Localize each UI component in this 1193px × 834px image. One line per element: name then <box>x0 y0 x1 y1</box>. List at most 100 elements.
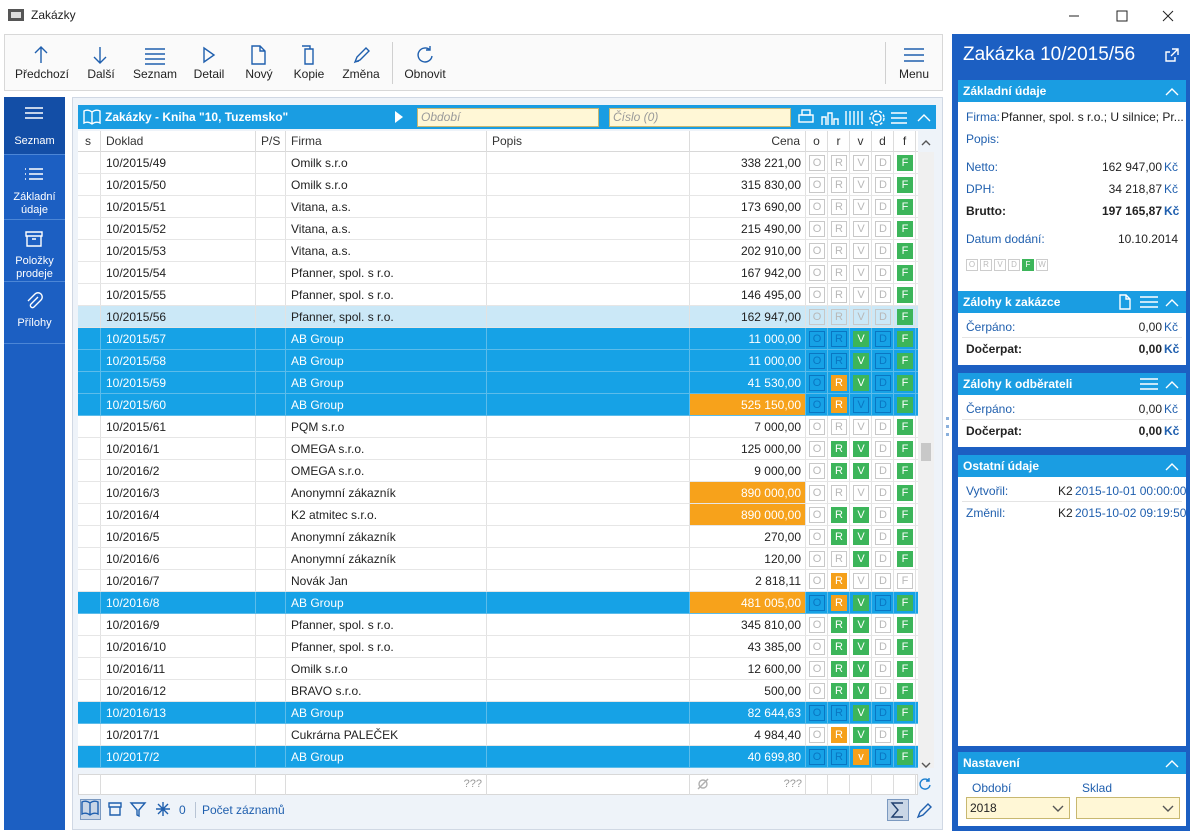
grid-row[interactable] <box>78 438 918 460</box>
grid-row[interactable] <box>78 636 918 658</box>
grid-cell-border <box>828 284 850 305</box>
status-flag: D <box>875 155 891 171</box>
sum-button[interactable] <box>887 799 909 821</box>
grid-cell-border <box>828 328 850 349</box>
scroll-down[interactable] <box>921 758 931 772</box>
grid-tool-icon[interactable] <box>845 109 863 130</box>
number-input[interactable]: Číslo (0) <box>609 108 791 127</box>
grid-row[interactable] <box>78 416 918 438</box>
grid-row[interactable] <box>78 570 918 592</box>
column-header[interactable]: r <box>828 131 850 152</box>
filter-cell[interactable] <box>101 774 256 795</box>
play-icon[interactable] <box>394 110 406 129</box>
grid-row[interactable] <box>78 328 918 350</box>
column-header[interactable]: Doklad <box>101 131 256 152</box>
grid-cell-border <box>872 328 894 349</box>
status-snow[interactable] <box>156 802 170 819</box>
filter-cell[interactable] <box>286 774 487 795</box>
grid-row[interactable] <box>78 680 918 702</box>
filter-cell[interactable] <box>828 774 850 795</box>
grid-tool-icon[interactable] <box>890 109 908 130</box>
filter-cell[interactable] <box>487 774 690 795</box>
grid-row[interactable] <box>78 372 918 394</box>
scroll-thumb[interactable] <box>921 443 931 461</box>
column-header[interactable]: Firma <box>286 131 487 152</box>
column-header[interactable]: s <box>80 131 101 152</box>
refresh-icon[interactable] <box>918 777 932 794</box>
grid-row[interactable] <box>78 658 918 680</box>
section-tool[interactable] <box>1117 294 1135 313</box>
grid-tool-icon[interactable] <box>868 109 886 130</box>
scroll-up[interactable] <box>921 136 931 150</box>
filter-cell[interactable] <box>850 774 872 795</box>
filter-cell[interactable] <box>872 774 894 795</box>
minimize-button[interactable] <box>1060 4 1088 28</box>
grid-row[interactable] <box>78 196 918 218</box>
grid-row[interactable] <box>78 460 918 482</box>
grid-row[interactable] <box>78 152 918 174</box>
nav-item[interactable]: Základní údaje <box>4 158 65 220</box>
column-header[interactable]: Popis <box>487 131 690 152</box>
toolbar-button[interactable]: Obnovit <box>395 38 455 88</box>
grid-row[interactable] <box>78 284 918 306</box>
toolbar-button[interactable]: Nový <box>229 38 289 88</box>
collapse-icon[interactable] <box>1165 758 1179 772</box>
collapse-icon[interactable] <box>1165 461 1179 475</box>
nav-item[interactable]: Seznam <box>4 97 65 155</box>
grid-row[interactable] <box>78 548 918 570</box>
filter-cell[interactable] <box>806 774 828 795</box>
nav-item[interactable]: Položky prodeje <box>4 222 65 282</box>
popout-icon[interactable] <box>1165 48 1179 65</box>
close-button[interactable] <box>1154 4 1182 28</box>
toolbar-button[interactable]: Detail <box>179 38 239 88</box>
column-header[interactable]: v <box>850 131 872 152</box>
column-header[interactable]: d <box>872 131 894 152</box>
store-select[interactable] <box>1076 797 1180 819</box>
nav-item[interactable]: Přílohy <box>4 284 65 344</box>
filter-cell[interactable] <box>256 774 286 795</box>
toolbar-button[interactable]: Kopie <box>279 38 339 88</box>
status-text[interactable]: Počet záznamů <box>202 803 285 817</box>
grid-row[interactable] <box>78 702 918 724</box>
grid-tool-icon[interactable] <box>821 109 839 130</box>
toolbar-icon <box>90 44 112 69</box>
menu-button[interactable]: Menu <box>887 38 941 88</box>
status-box[interactable] <box>108 802 122 819</box>
column-header[interactable]: Cena <box>690 131 806 152</box>
toolbar-button[interactable]: Předchozí <box>12 38 72 88</box>
filter-cell[interactable] <box>80 774 101 795</box>
section-tool[interactable] <box>1140 294 1158 313</box>
grid-row[interactable] <box>78 240 918 262</box>
column-header[interactable]: P/S <box>256 131 286 152</box>
edit-icon[interactable] <box>915 801 933 822</box>
grid-cell: Vitana, a.s. <box>291 200 351 214</box>
collapse-icon[interactable] <box>1165 379 1179 393</box>
grid-row[interactable] <box>78 614 918 636</box>
section-tool[interactable] <box>1140 376 1158 395</box>
grid-row[interactable] <box>78 350 918 372</box>
column-header[interactable]: f <box>894 131 916 152</box>
period-select[interactable]: 2018 <box>966 797 1070 819</box>
collapse-icon[interactable] <box>1165 297 1179 311</box>
grid-row[interactable] <box>78 746 918 768</box>
grid-row[interactable] <box>78 724 918 746</box>
status-book[interactable] <box>80 799 101 820</box>
grid-row[interactable] <box>78 174 918 196</box>
grid-row[interactable] <box>78 218 918 240</box>
collapse-icon[interactable] <box>1165 86 1179 100</box>
status-filter[interactable] <box>129 802 147 821</box>
grid-row[interactable] <box>78 262 918 284</box>
grid-row[interactable] <box>78 526 918 548</box>
grid-tool-icon[interactable] <box>797 109 815 130</box>
period-input[interactable]: Období <box>417 108 599 127</box>
filter-cell[interactable] <box>894 774 916 795</box>
toolbar-button[interactable]: Změna <box>331 38 391 88</box>
toolbar-button[interactable]: Seznam <box>125 38 185 88</box>
maximize-button[interactable] <box>1108 4 1136 28</box>
column-header[interactable]: o <box>806 131 828 152</box>
filter-cell[interactable] <box>690 774 806 795</box>
grid-row[interactable] <box>78 306 918 328</box>
grid-tool-icon[interactable] <box>915 109 933 130</box>
status-flag: O <box>809 529 825 545</box>
toolbar-button[interactable]: Další <box>71 38 131 88</box>
